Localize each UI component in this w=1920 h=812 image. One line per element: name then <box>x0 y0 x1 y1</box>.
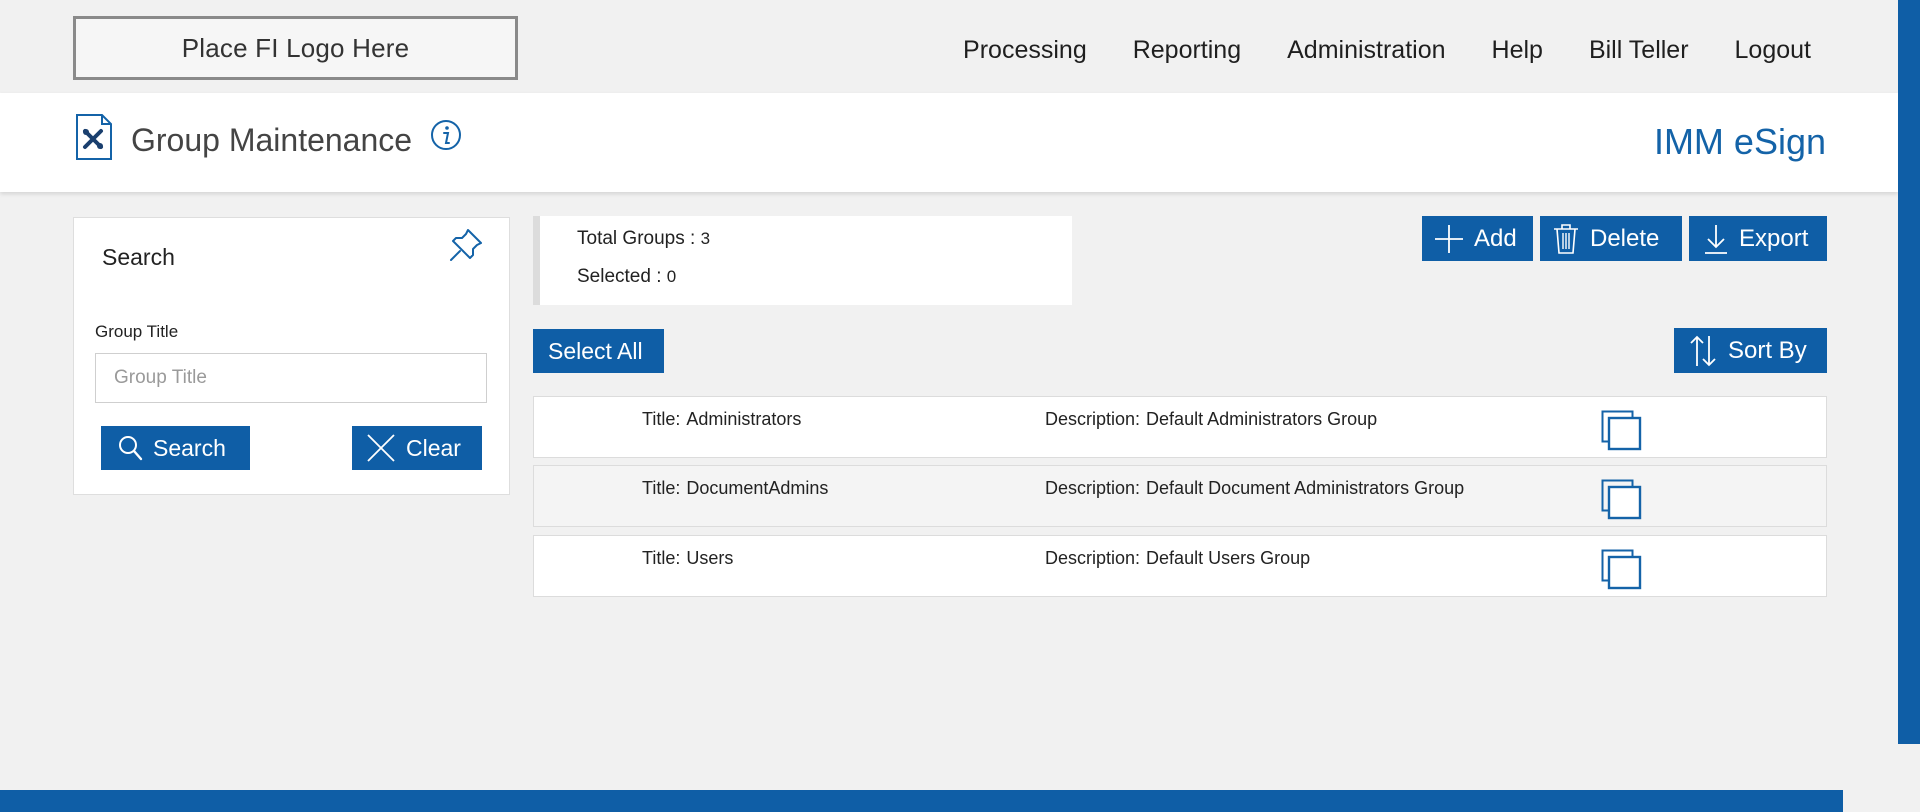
export-button-label: Export <box>1739 224 1809 252</box>
top-nav: Processing Reporting Administration Help… <box>963 32 1811 68</box>
summary-box <box>533 216 1072 305</box>
row-description: Description: Default Users Group <box>1045 548 1310 569</box>
total-groups-label: Total Groups : <box>577 228 701 249</box>
select-all-button[interactable]: Select All <box>533 329 664 373</box>
selected-label: Selected : <box>577 266 667 287</box>
nav-user-name[interactable]: Bill Teller <box>1588 35 1689 64</box>
row-checkbox[interactable] <box>1601 410 1643 452</box>
page-title: Group Maintenance <box>131 122 413 158</box>
delete-button-label: Delete <box>1590 224 1660 252</box>
row-checkbox[interactable] <box>1601 549 1643 591</box>
pin-icon[interactable] <box>447 226 485 264</box>
select-all-label: Select All <box>548 337 643 364</box>
add-button-label: Add <box>1474 224 1517 252</box>
selected-count: Selected : 0 <box>577 266 676 288</box>
row-desc-key: Description: <box>1045 409 1141 429</box>
row-title-value: Administrators <box>686 409 802 429</box>
group-title-input[interactable] <box>95 353 487 403</box>
row-title-value: DocumentAdmins <box>686 478 829 498</box>
row-title-value: Users <box>686 548 734 568</box>
total-groups: Total Groups : 3 <box>577 228 710 250</box>
add-button[interactable]: Add <box>1422 216 1533 261</box>
sort-by-button[interactable]: Sort By <box>1674 328 1827 373</box>
plus-icon <box>1435 224 1463 253</box>
search-button[interactable]: Search <box>101 426 250 470</box>
table-row[interactable]: Title: Administrators Description: Default… <box>533 396 1827 458</box>
row-desc-key: Description: <box>1045 548 1141 568</box>
sort-by-label: Sort By <box>1728 336 1807 364</box>
total-groups-value: 3 <box>700 229 711 248</box>
document-wrench-icon <box>76 114 112 160</box>
title-bar <box>0 93 1898 192</box>
export-button[interactable]: Export <box>1689 216 1827 261</box>
nav-help[interactable]: Help <box>1491 35 1543 64</box>
row-title-key: Title: <box>642 548 681 568</box>
download-icon <box>1705 224 1727 254</box>
row-desc-key: Description: <box>1045 478 1141 498</box>
row-title: Title: DocumentAdmins <box>642 478 828 499</box>
footer-bar <box>0 790 1843 812</box>
search-icon <box>119 436 143 461</box>
nav-processing[interactable]: Processing <box>963 35 1087 64</box>
row-title: Title: Users <box>642 548 733 569</box>
delete-button[interactable]: Delete <box>1540 216 1682 261</box>
row-checkbox[interactable] <box>1601 479 1643 521</box>
row-title-key: Title: <box>642 409 681 429</box>
row-title-key: Title: <box>642 478 681 498</box>
nav-reporting[interactable]: Reporting <box>1132 35 1242 64</box>
search-button-label: Search <box>153 434 226 461</box>
table-row[interactable]: Title: Users Description: Default Users Gr… <box>533 535 1827 597</box>
brand-name: IMM eSign <box>1653 121 1826 162</box>
row-description: Description: Default Document Administrat… <box>1045 478 1464 499</box>
clear-button[interactable]: Clear <box>352 426 482 470</box>
logo-text: Place FI Logo Here <box>181 32 410 63</box>
row-title: Title: Administrators <box>642 409 801 430</box>
clear-button-label: Clear <box>406 434 461 461</box>
search-heading: Search <box>102 244 175 270</box>
row-desc-value: Default Document Administrators Group <box>1146 478 1465 498</box>
nav-administration[interactable]: Administration <box>1287 35 1446 64</box>
info-icon[interactable] <box>430 119 462 151</box>
nav-logout[interactable]: Logout <box>1734 35 1811 64</box>
table-row[interactable]: Title: DocumentAdmins Description: Default… <box>533 465 1827 527</box>
close-icon <box>367 434 395 462</box>
fi-logo-placeholder: Place FI Logo Here <box>73 16 518 80</box>
trash-icon <box>1554 223 1578 254</box>
side-scroll-rail[interactable] <box>1898 0 1920 744</box>
sort-icon <box>1690 335 1716 366</box>
row-desc-value: Default Users Group <box>1146 548 1311 568</box>
row-desc-value: Default Administrators Group <box>1146 409 1378 429</box>
row-description: Description: Default Administrators Group <box>1045 409 1377 430</box>
selected-value: 0 <box>666 267 677 286</box>
group-title-label: Group Title <box>95 322 179 341</box>
